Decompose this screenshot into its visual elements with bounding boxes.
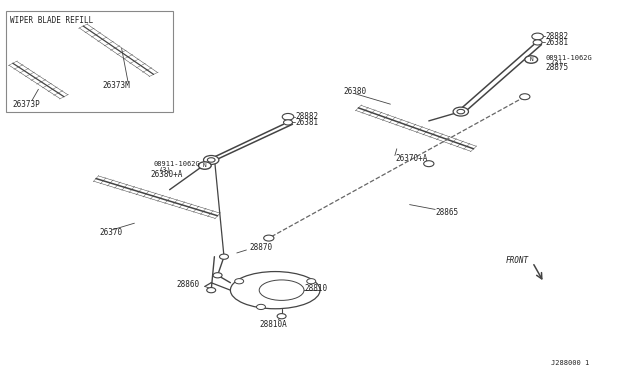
FancyBboxPatch shape <box>6 11 173 112</box>
Text: 08911-1062G: 08911-1062G <box>545 55 592 61</box>
Text: 28810A: 28810A <box>259 320 287 329</box>
Circle shape <box>257 304 266 310</box>
Text: 26370+A: 26370+A <box>396 154 428 163</box>
Circle shape <box>207 158 215 162</box>
Circle shape <box>307 279 316 284</box>
Circle shape <box>277 314 286 319</box>
Text: (3): (3) <box>159 166 172 173</box>
Text: WIPER BLADE REFILL: WIPER BLADE REFILL <box>10 16 93 25</box>
Circle shape <box>520 94 530 100</box>
Circle shape <box>457 109 465 114</box>
Circle shape <box>525 56 538 63</box>
Text: 28882: 28882 <box>545 32 568 41</box>
Circle shape <box>213 273 222 278</box>
Text: N: N <box>203 163 207 168</box>
Text: 26380: 26380 <box>344 87 367 96</box>
Circle shape <box>235 279 244 284</box>
Text: 26373P: 26373P <box>13 100 40 109</box>
Text: 28860: 28860 <box>176 280 199 289</box>
Circle shape <box>453 107 468 116</box>
Circle shape <box>198 162 211 169</box>
Circle shape <box>282 113 294 120</box>
Circle shape <box>533 40 542 45</box>
Text: 26381: 26381 <box>296 118 319 127</box>
Circle shape <box>207 288 216 293</box>
Text: 26373M: 26373M <box>102 81 130 90</box>
Circle shape <box>264 235 274 241</box>
Text: N: N <box>529 57 533 62</box>
Ellipse shape <box>259 280 304 301</box>
Circle shape <box>204 155 219 164</box>
Text: 28810: 28810 <box>304 284 327 293</box>
Text: 28870: 28870 <box>250 243 273 252</box>
Ellipse shape <box>230 272 320 309</box>
Circle shape <box>532 33 543 40</box>
Text: 28882: 28882 <box>296 112 319 121</box>
Text: 26380+A: 26380+A <box>150 170 183 179</box>
Circle shape <box>220 254 228 259</box>
Circle shape <box>284 120 292 125</box>
Text: 26370: 26370 <box>99 228 122 237</box>
Circle shape <box>424 161 434 167</box>
Text: J288000 1: J288000 1 <box>550 360 589 366</box>
Text: 08911-1062G: 08911-1062G <box>154 161 200 167</box>
Text: 26381: 26381 <box>545 38 568 47</box>
Text: 28865: 28865 <box>435 208 458 217</box>
Text: (3): (3) <box>550 60 563 67</box>
Text: 28875: 28875 <box>545 63 568 72</box>
Text: FRONT: FRONT <box>506 256 529 265</box>
